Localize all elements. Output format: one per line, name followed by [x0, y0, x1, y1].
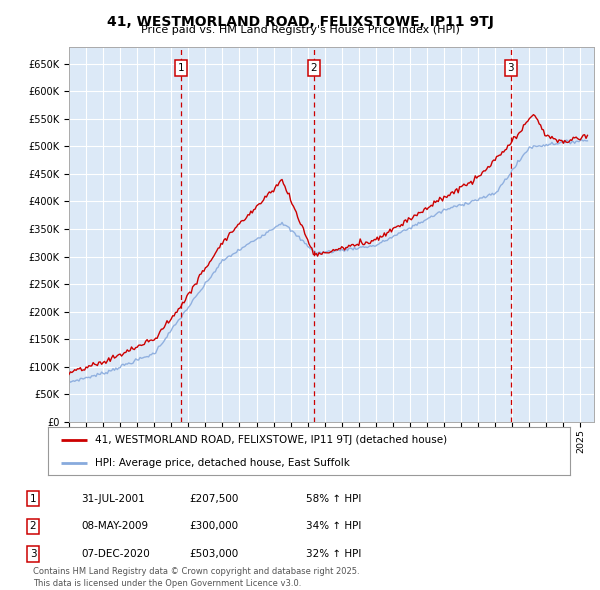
Text: 41, WESTMORLAND ROAD, FELIXSTOWE, IP11 9TJ (detached house): 41, WESTMORLAND ROAD, FELIXSTOWE, IP11 9… [95, 435, 447, 445]
Text: 08-MAY-2009: 08-MAY-2009 [81, 522, 148, 531]
Text: 32% ↑ HPI: 32% ↑ HPI [306, 549, 361, 559]
Text: 31-JUL-2001: 31-JUL-2001 [81, 494, 145, 503]
Text: 58% ↑ HPI: 58% ↑ HPI [306, 494, 361, 503]
Text: Price paid vs. HM Land Registry's House Price Index (HPI): Price paid vs. HM Land Registry's House … [140, 25, 460, 35]
Text: 3: 3 [508, 63, 514, 73]
Text: 1: 1 [178, 63, 184, 73]
Text: Contains HM Land Registry data © Crown copyright and database right 2025.
This d: Contains HM Land Registry data © Crown c… [33, 568, 359, 588]
Text: 41, WESTMORLAND ROAD, FELIXSTOWE, IP11 9TJ: 41, WESTMORLAND ROAD, FELIXSTOWE, IP11 9… [107, 15, 493, 29]
Text: 34% ↑ HPI: 34% ↑ HPI [306, 522, 361, 531]
Text: 3: 3 [29, 549, 37, 559]
Text: 07-DEC-2020: 07-DEC-2020 [81, 549, 150, 559]
Text: £300,000: £300,000 [189, 522, 238, 531]
Text: HPI: Average price, detached house, East Suffolk: HPI: Average price, detached house, East… [95, 458, 350, 468]
Text: 2: 2 [310, 63, 317, 73]
Text: 1: 1 [29, 494, 37, 503]
Text: 2: 2 [29, 522, 37, 531]
Text: £503,000: £503,000 [189, 549, 238, 559]
Text: £207,500: £207,500 [189, 494, 238, 503]
